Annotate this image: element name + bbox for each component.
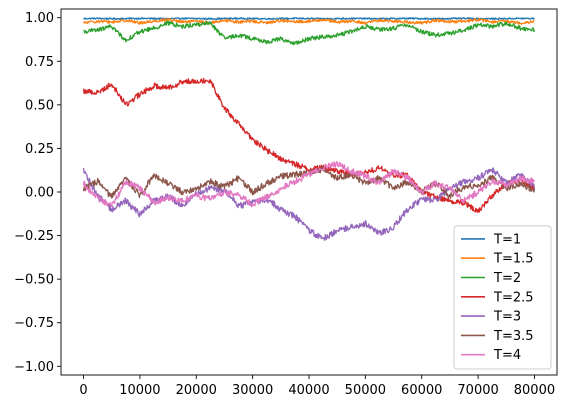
legend-label-4: T=2.5 (493, 290, 534, 305)
x-tick-label: 60000 (401, 383, 442, 398)
legend-label-6: T=3.5 (493, 329, 534, 344)
y-tick-label: −1.00 (14, 360, 54, 375)
x-tick-label: 50000 (345, 383, 386, 398)
legend-box (453, 225, 552, 370)
x-tick-label: 80000 (514, 383, 555, 398)
legend-label-3: T=2 (493, 271, 521, 286)
legend-label-1: T=1 (493, 232, 521, 247)
x-tick-label: 10000 (119, 383, 160, 398)
y-tick-label: 0.00 (25, 186, 54, 201)
y-tick-label: −0.50 (14, 273, 54, 288)
legend-label-2: T=1.5 (493, 252, 534, 267)
y-tick-label: 0.50 (25, 98, 54, 113)
x-tick-label: 0 (79, 383, 87, 398)
x-tick-label: 40000 (288, 383, 329, 398)
series-line-2 (83, 17, 535, 25)
legend-label-5: T=3 (493, 310, 521, 325)
x-tick-label: 20000 (176, 383, 217, 398)
series-layer (82, 17, 536, 241)
series-line-3 (83, 20, 536, 46)
y-tick-label: −0.75 (14, 316, 54, 331)
axes-layer: 0 10000 20000 30000 40000 50000 60000 70000 8000… (14, 8, 558, 398)
series-line-7 (82, 161, 535, 208)
x-tick-label: 30000 (232, 383, 273, 398)
y-tick-label: 0.25 (25, 142, 54, 157)
series-line-1 (83, 17, 535, 21)
legend: T=1 T=1.5 T=2 T=2.5 T=3 T=3.5 T=4 (453, 225, 552, 370)
y-tick-label: −0.25 (14, 229, 54, 244)
y-tick-label: 0.75 (25, 55, 54, 70)
x-tick-label: 70000 (457, 383, 498, 398)
y-tick-label: 1.00 (25, 11, 54, 26)
legend-label-7: T=4 (493, 348, 521, 363)
